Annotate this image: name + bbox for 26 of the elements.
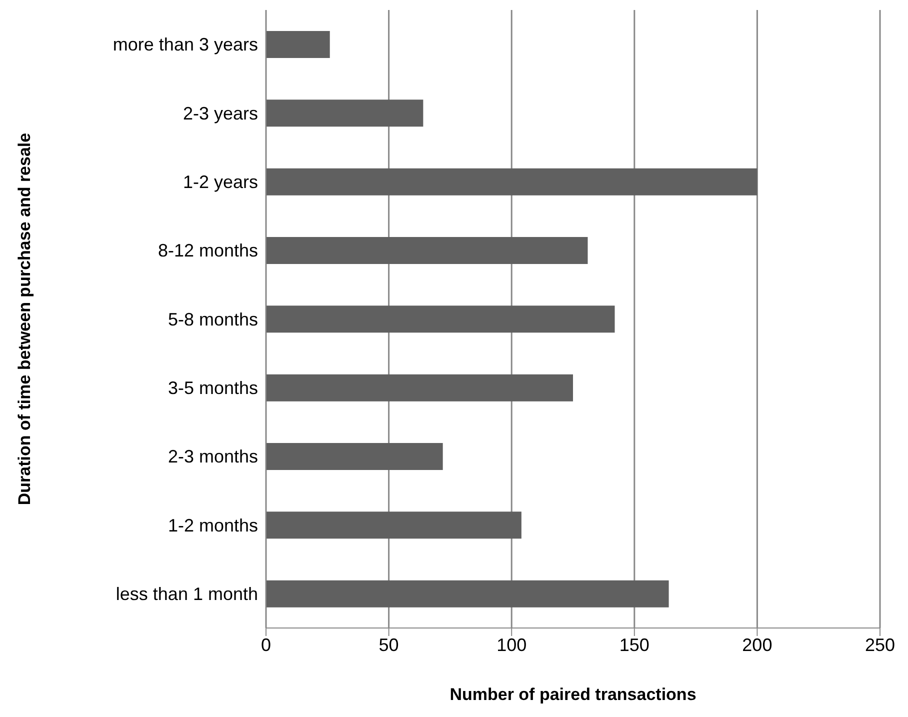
x-tick-label: 250 [864, 634, 896, 655]
x-axis-title: Number of paired transactions [450, 685, 696, 704]
x-tick-label: 100 [496, 634, 527, 655]
x-tick-label: 0 [260, 634, 272, 655]
bar [266, 443, 443, 470]
bar [266, 100, 424, 127]
y-tick-label: 5-8 months [168, 309, 258, 330]
x-tick-label: 150 [619, 634, 650, 655]
bar [266, 31, 330, 58]
bar [266, 374, 573, 402]
bar [266, 168, 758, 196]
y-tick-label: 1-2 years [182, 172, 258, 192]
bar [266, 306, 615, 333]
bar [266, 580, 669, 608]
y-tick-label: 3-5 months [168, 378, 258, 398]
y-tick-label: 2-3 months [168, 446, 258, 467]
y-tick-label: less than 1 month [116, 584, 258, 604]
y-tick-label: more than 3 years [112, 34, 258, 55]
x-tick-label: 200 [742, 634, 772, 655]
y-tick-label: 2-3 years [182, 103, 258, 124]
x-tick-label: 50 [378, 634, 399, 655]
y-tick-label: 1-2 months [168, 515, 258, 536]
bar [266, 512, 522, 539]
bar [266, 237, 588, 264]
y-axis-title: Duration of time between purchase and resale [15, 132, 34, 506]
y-tick-label: 8-12 months [158, 240, 258, 261]
